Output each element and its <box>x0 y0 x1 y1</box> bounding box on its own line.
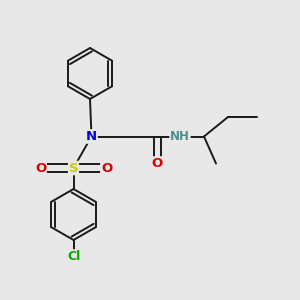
Text: O: O <box>152 157 163 170</box>
Text: N: N <box>86 130 97 143</box>
Text: Cl: Cl <box>67 250 80 263</box>
Text: O: O <box>35 161 46 175</box>
Text: O: O <box>101 161 112 175</box>
Text: S: S <box>69 161 78 175</box>
Text: NH: NH <box>170 130 190 143</box>
